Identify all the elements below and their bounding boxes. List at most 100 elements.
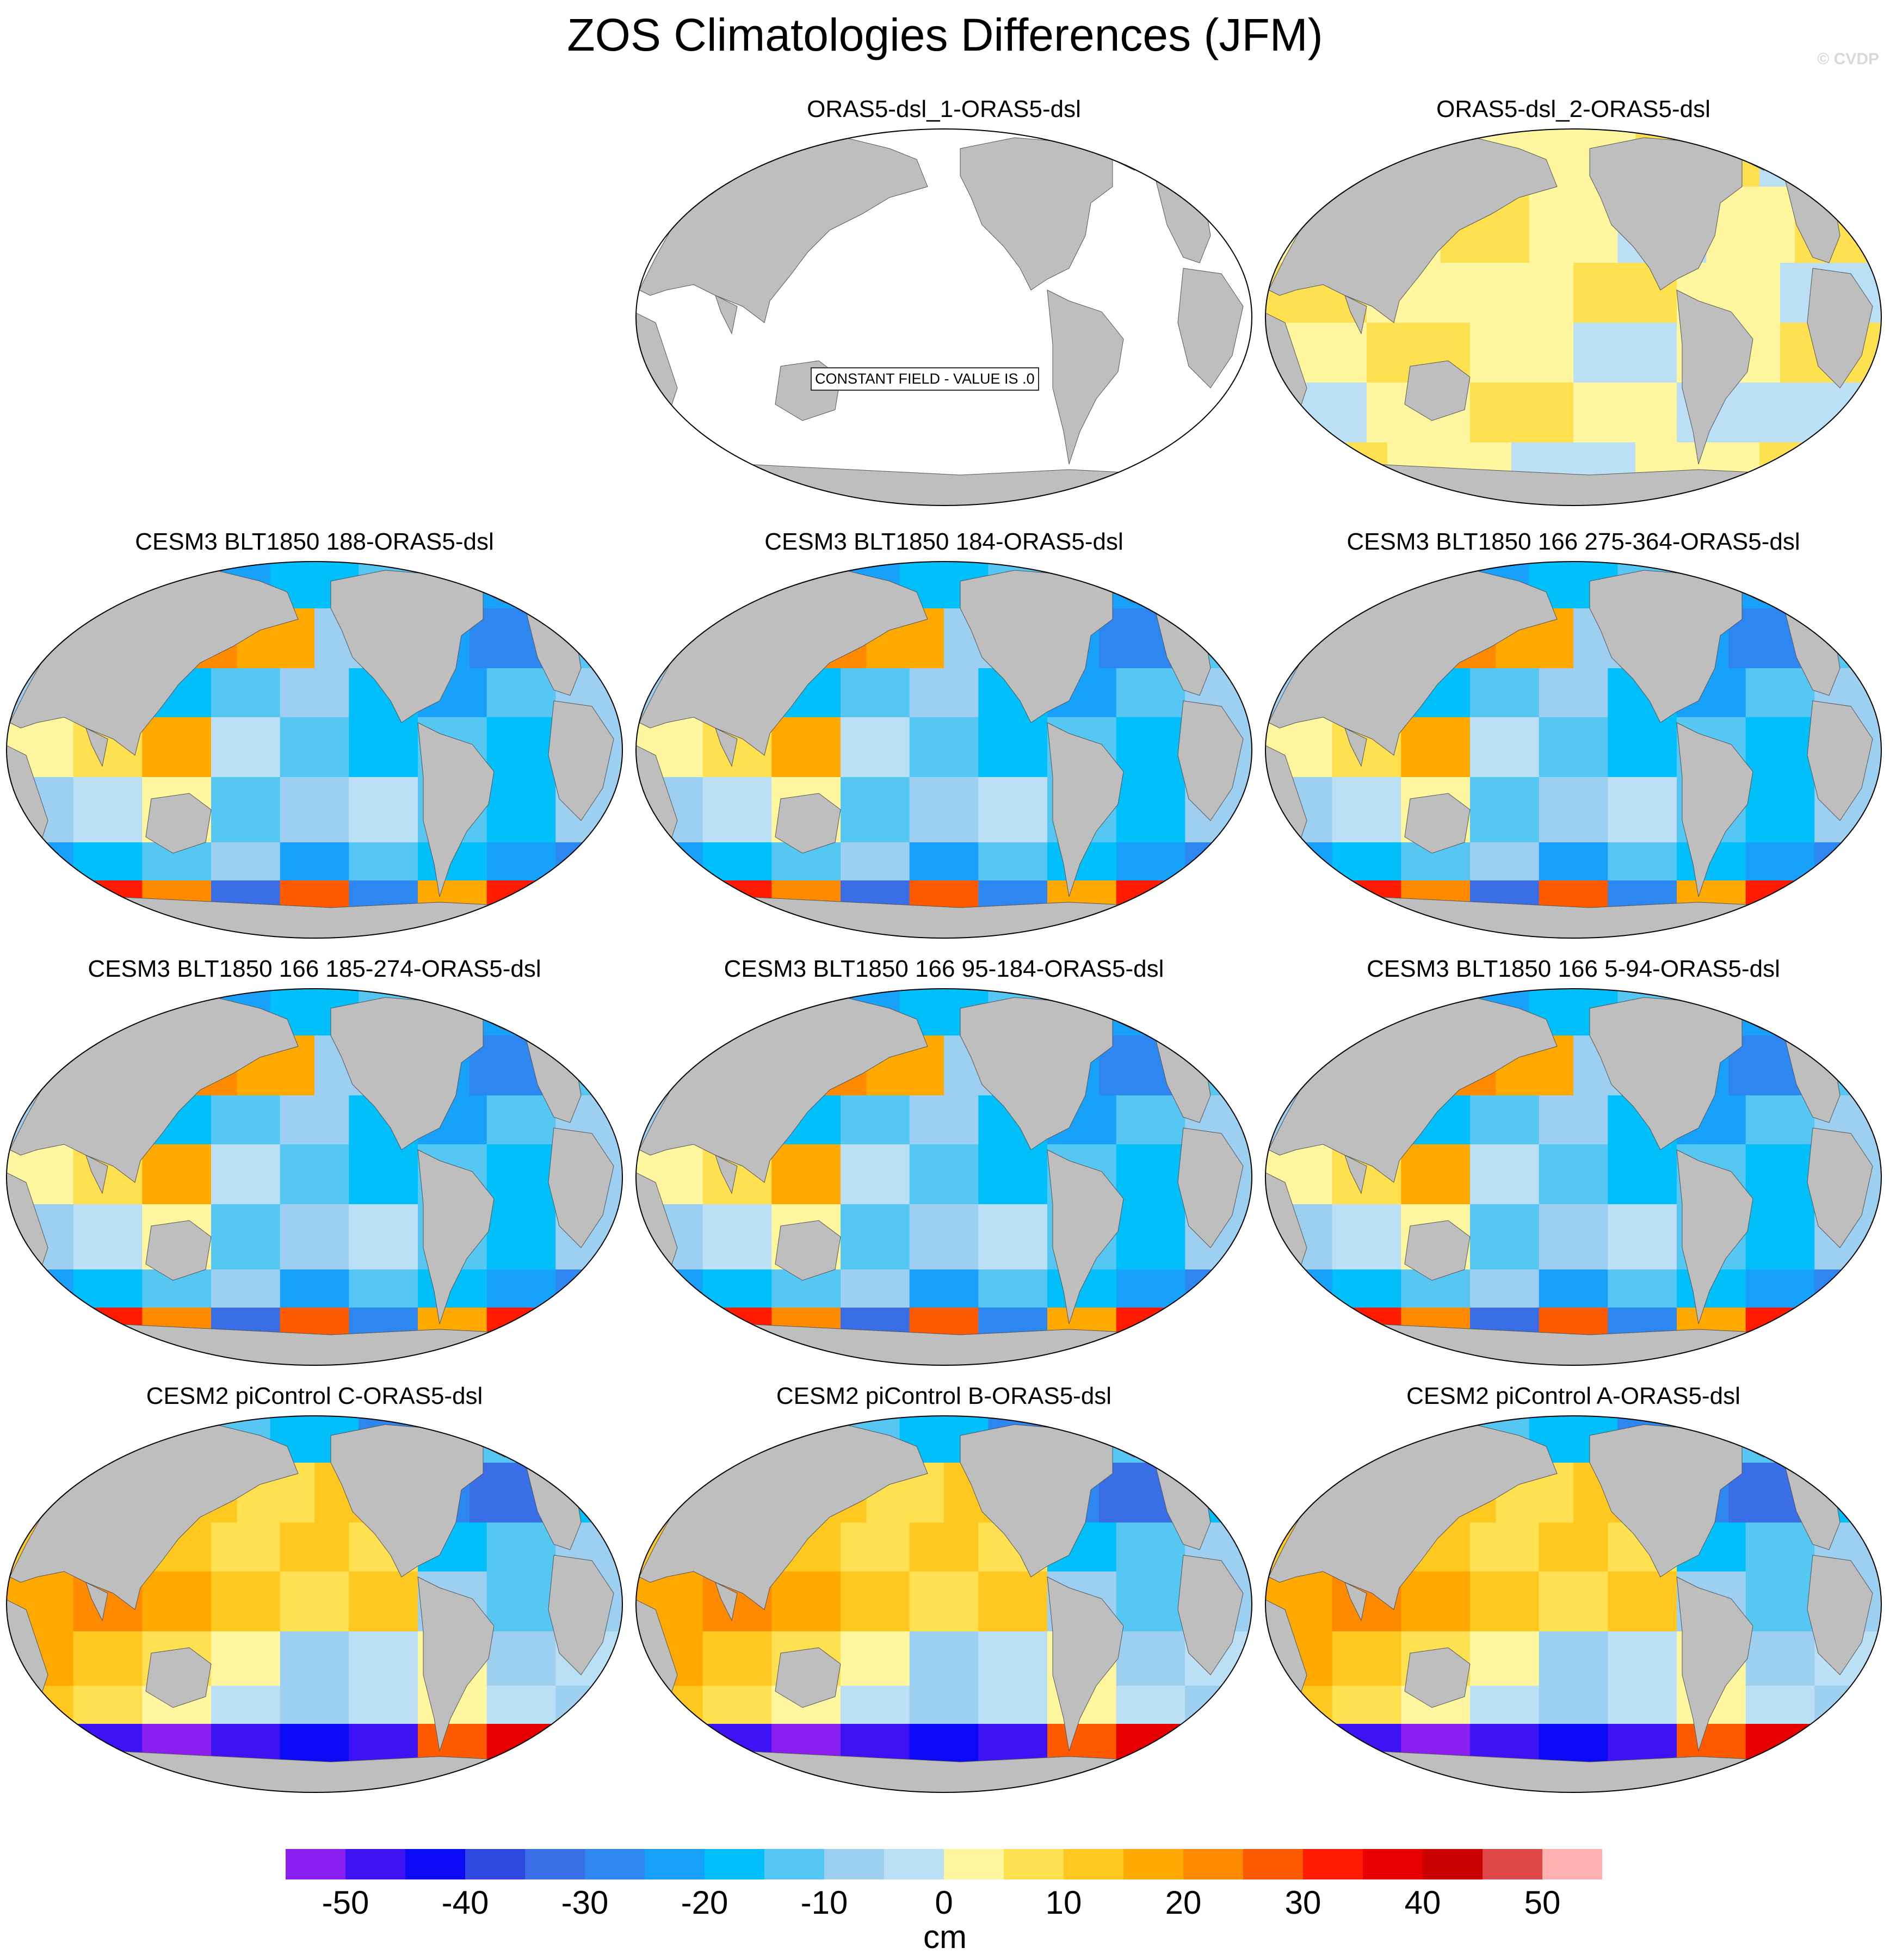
colorbar-swatch [1123,1849,1184,1879]
colorbar-swatch [1243,1849,1304,1879]
data-field-cell [349,1686,418,1724]
data-field-cell [211,668,281,717]
colorbar-swatch [764,1849,825,1879]
data-field-cell [280,1144,350,1204]
data-field-cell [1185,1724,1252,1767]
data-field-cell [1745,1571,1815,1631]
data-field-cell [841,1144,910,1204]
land-mass [1404,1220,1471,1281]
data-field-cell [7,842,74,880]
data-field-cell [349,1571,418,1631]
land-mass [85,728,108,767]
map-panel-cesm3-166-95-184: CESM3 BLT1850 166 95-184-ORAS5-dsl [634,955,1254,1385]
colorbar-swatch [585,1849,645,1879]
data-field-cell [1401,1571,1471,1631]
data-field-cell [1265,1269,1333,1308]
data-field-cell [447,913,537,938]
data-field-cell [280,1571,350,1631]
colorbar [286,1849,1602,1879]
data-field-cell [7,1724,74,1767]
data-field-cell [211,842,281,880]
land-mass [85,1582,108,1622]
data-field-cell [142,1144,212,1204]
data-field-cell [486,1269,557,1308]
data-field-cell [1745,1308,1815,1340]
data-field-cell [1265,1340,1352,1365]
land-mass [548,700,614,821]
map-panel-cesm2-picontrol-a: CESM2 piControl A-ORAS5-dsl [1263,1382,1883,1812]
panel-title: CESM3 BLT1850 188-ORAS5-dsl [135,528,494,555]
data-field-cell [1116,842,1186,880]
colorbar-tick-label: 40 [1404,1884,1441,1921]
data-field-cell [1116,1724,1186,1767]
panel-title: ORAS5-dsl_1-ORAS5-dsl [807,96,1081,122]
data-field-cell [1332,1724,1402,1767]
map-panel-cesm2-picontrol-c: CESM2 piControl C-ORAS5-dsl [4,1382,625,1812]
data-field-cell [636,1724,703,1767]
data-field-cell [1745,1686,1815,1724]
colorbar-swatch [465,1849,526,1879]
data-field-cell [636,1767,723,1792]
data-field-cell [1795,1416,1881,1463]
data-field-cell [1265,1767,1352,1792]
data-field-cell [1116,1686,1186,1724]
data-field-cell [1608,717,1677,777]
data-field-cell [1539,1204,1609,1269]
panel-title: CESM2 piControl B-ORAS5-dsl [776,1383,1112,1409]
data-field-cell [1165,1416,1252,1463]
colorbar-swatch [944,1849,1004,1879]
data-field-cell [486,1686,557,1724]
data-field-cell [1780,383,1881,442]
data-field-cell [1608,1571,1677,1631]
data-field-cell [7,1340,94,1365]
data-field-cell [1470,1269,1540,1308]
data-field-cell [1745,1095,1815,1144]
data-field-cell [211,1686,281,1724]
data-field-cell [722,1767,812,1792]
land-mass [1807,268,1873,389]
panel-title: CESM3 BLT1850 166 95-184-ORAS5-dsl [724,956,1164,982]
data-field-cell [1185,1686,1252,1724]
map-border [635,988,1252,1366]
data-field-cell [841,777,910,842]
data-field-cell [1539,1686,1609,1724]
land-mass [775,1220,841,1281]
land-mass [775,1647,841,1708]
panel-title: ORAS5-dsl_2-ORAS5-dsl [1436,96,1710,122]
data-field-cell [211,1095,281,1144]
data-field-cell [73,1724,143,1767]
colorbar-swatch [1483,1849,1543,1879]
panel-title: CESM2 piControl A-ORAS5-dsl [1406,1383,1740,1409]
data-field-cell [1795,1767,1881,1792]
data-field-cell [1116,668,1186,717]
land-mass [715,295,738,335]
data-field-cell [1706,1340,1796,1365]
world-map [6,988,623,1366]
data-field-cell [978,1144,1048,1204]
colorbar-tick-label: -20 [681,1884,728,1921]
land-mass [1047,1576,1124,1752]
land-mass [1676,722,1753,897]
data-field-cell [1401,717,1471,777]
data-field-cell [73,777,143,842]
colorbar-swatch [525,1849,585,1879]
data-field-cell [555,1686,622,1724]
data-field-cell [978,777,1048,842]
data-field-cell [1470,263,1574,323]
colorbar-swatch [884,1849,944,1879]
data-field-cell [702,842,773,880]
data-field-cell [1351,1767,1441,1792]
data-field-cell [486,1523,557,1571]
map-border [6,561,623,939]
data-field-cell [636,1269,703,1308]
land-mass [1676,1149,1753,1324]
data-field-cell [636,1416,723,1463]
world-map [1265,988,1882,1366]
data-field-cell [536,1767,622,1792]
data-field-cell [1116,1571,1186,1631]
data-field-cell [1745,1204,1815,1269]
land-mass [1047,1149,1124,1324]
land-mass [145,1220,212,1281]
land-mass [715,1155,738,1194]
data-field-cell [486,1308,557,1340]
